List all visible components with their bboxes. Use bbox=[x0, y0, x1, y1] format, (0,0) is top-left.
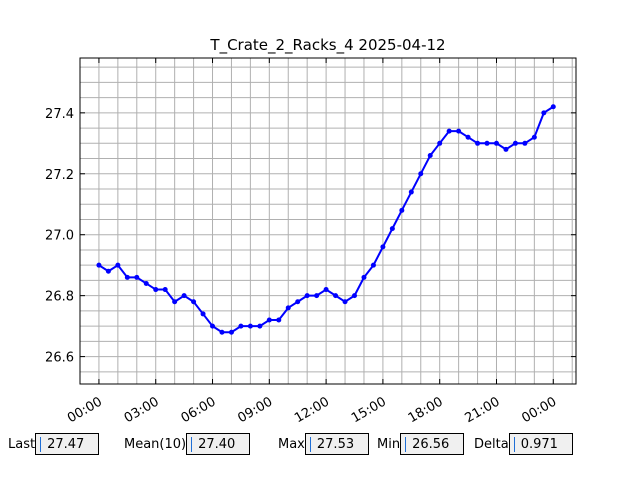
data-point bbox=[134, 274, 140, 280]
plot-frame bbox=[79, 57, 577, 385]
series-line bbox=[96, 104, 556, 335]
grid bbox=[79, 58, 576, 384]
data-point bbox=[219, 329, 225, 335]
x-tick-label: 03:00 bbox=[122, 394, 162, 426]
data-point bbox=[427, 152, 433, 158]
data-point bbox=[143, 280, 149, 286]
data-point bbox=[541, 110, 547, 116]
text-cursor-icon bbox=[40, 436, 42, 452]
data-point bbox=[257, 323, 263, 329]
data-point bbox=[96, 262, 102, 268]
y-tick-label: 26.6 bbox=[45, 351, 74, 366]
x-tick-label: 00:00 bbox=[65, 394, 105, 426]
stat-last: Last 27.47 bbox=[8, 432, 100, 456]
data-point bbox=[333, 293, 339, 299]
data-point bbox=[522, 140, 528, 146]
text-cursor-icon bbox=[309, 436, 311, 452]
stat-delta: Delta 0.971 bbox=[474, 432, 573, 456]
x-tick-label: 09:00 bbox=[235, 394, 275, 426]
data-point bbox=[266, 317, 272, 323]
stat-mean-value: 27.40 bbox=[198, 436, 236, 452]
x-tick-label: 00:00 bbox=[519, 394, 559, 426]
data-point bbox=[512, 140, 518, 146]
data-point bbox=[153, 287, 159, 293]
data-point bbox=[210, 323, 216, 329]
text-cursor-icon bbox=[405, 436, 407, 452]
data-point bbox=[456, 128, 462, 134]
data-point bbox=[191, 299, 197, 305]
data-point bbox=[247, 323, 253, 329]
stat-delta-value: 0.971 bbox=[520, 436, 558, 452]
y-tick-label: 27.4 bbox=[45, 107, 74, 122]
stat-min-value-field[interactable]: 26.56 bbox=[400, 433, 465, 455]
data-point bbox=[484, 140, 490, 146]
data-point bbox=[446, 128, 452, 134]
y-tick-label: 27.0 bbox=[45, 229, 74, 244]
data-point bbox=[314, 293, 320, 299]
data-point bbox=[531, 134, 537, 140]
data-point bbox=[295, 299, 301, 305]
stat-min-value: 26.56 bbox=[412, 436, 450, 452]
stat-mean: Mean(10) 27.40 bbox=[124, 432, 251, 456]
stat-max-value-field[interactable]: 27.53 bbox=[304, 433, 369, 455]
stat-last-value-field[interactable]: 27.47 bbox=[35, 433, 100, 455]
x-tick-label: 18:00 bbox=[406, 394, 446, 426]
data-point bbox=[503, 146, 509, 152]
chart-title: T_Crate_2_Racks_4 2025-04-12 bbox=[209, 36, 445, 55]
x-tick-label: 21:00 bbox=[463, 394, 503, 426]
data-point bbox=[238, 323, 244, 329]
data-point bbox=[370, 262, 376, 268]
data-point bbox=[389, 226, 395, 232]
data-point bbox=[361, 274, 367, 280]
x-tick-label: 12:00 bbox=[292, 394, 332, 426]
data-point bbox=[124, 274, 130, 280]
stat-min-label: Min bbox=[377, 436, 401, 452]
data-point bbox=[550, 104, 556, 110]
stat-mean-value-field[interactable]: 27.40 bbox=[186, 433, 251, 455]
stat-last-label: Last bbox=[8, 436, 36, 452]
stat-max: Max 27.53 bbox=[278, 432, 369, 456]
text-cursor-icon bbox=[513, 436, 515, 452]
data-point bbox=[352, 293, 358, 299]
data-point bbox=[418, 171, 424, 177]
data-point bbox=[228, 329, 234, 335]
y-tick-label: 27.2 bbox=[45, 168, 74, 183]
stat-last-value: 27.47 bbox=[47, 436, 85, 452]
data-point bbox=[304, 293, 310, 299]
data-point bbox=[493, 140, 499, 146]
data-point bbox=[380, 244, 386, 250]
data-point bbox=[285, 305, 291, 311]
data-point bbox=[172, 299, 178, 305]
chart-area: T_Crate_2_Racks_4 2025-04-12 26.6 26.8 27.… bbox=[45, 36, 577, 426]
data-point bbox=[465, 134, 471, 140]
data-point bbox=[115, 262, 121, 268]
data-point bbox=[181, 293, 187, 299]
stat-max-value: 27.53 bbox=[316, 436, 355, 452]
data-point bbox=[408, 189, 414, 195]
data-point bbox=[105, 268, 111, 274]
data-point bbox=[200, 311, 206, 317]
y-axis: 26.6 26.8 27.0 27.2 27.4 bbox=[45, 107, 576, 366]
stat-max-label: Max bbox=[278, 436, 305, 452]
stat-delta-label: Delta bbox=[474, 436, 509, 452]
data-point bbox=[475, 140, 481, 146]
text-cursor-icon bbox=[191, 436, 193, 452]
stat-min: Min 26.56 bbox=[377, 432, 465, 456]
y-tick-label: 26.8 bbox=[45, 290, 74, 305]
x-tick-label: 15:00 bbox=[349, 394, 389, 426]
data-point bbox=[399, 207, 405, 213]
data-point bbox=[323, 287, 329, 293]
x-tick-label: 06:00 bbox=[179, 394, 219, 426]
data-point bbox=[342, 299, 348, 305]
data-point bbox=[437, 140, 443, 146]
data-point bbox=[276, 317, 282, 323]
stat-delta-value-field[interactable]: 0.971 bbox=[508, 433, 573, 455]
data-point bbox=[162, 287, 168, 293]
stat-mean-label: Mean(10) bbox=[124, 436, 187, 452]
